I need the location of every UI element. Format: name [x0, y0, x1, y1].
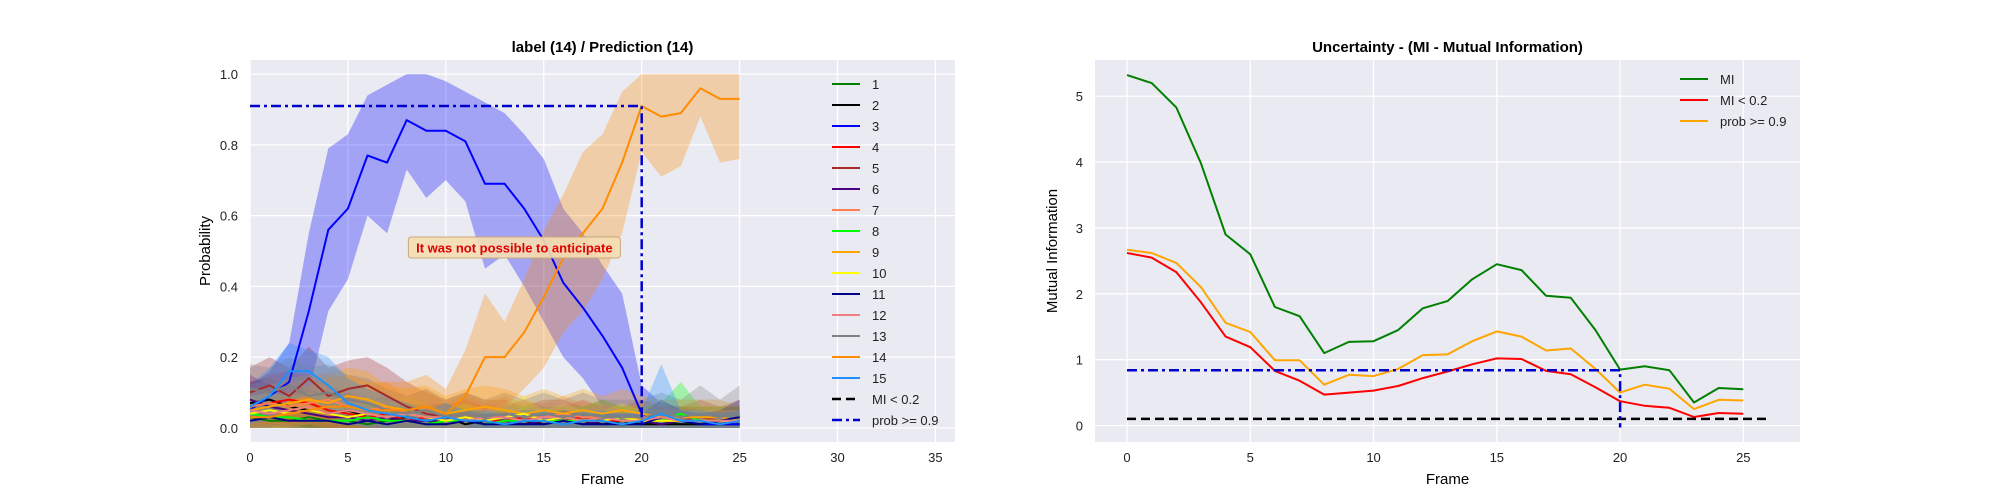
series-line-15	[249, 370, 740, 426]
x-tick-labels: 0 5 10 15 20 25	[1123, 450, 1750, 465]
legend-label: 3	[872, 119, 879, 134]
legend: MI MI < 0.2 prob >= 0.9	[1680, 72, 1787, 129]
legend-label: MI < 0.2	[872, 392, 919, 407]
y-tick-label: 0.0	[220, 421, 238, 436]
y-tick-label: 1	[1076, 353, 1083, 368]
y-tick-label: 3	[1076, 221, 1083, 236]
legend-label: 14	[872, 350, 886, 365]
series-band-14	[250, 74, 740, 428]
chart-title: Uncertainty - (MI - Mutual Information)	[1312, 39, 1583, 56]
legend-label: prob >= 0.9	[1720, 114, 1787, 129]
x-tick-labels: 0 5 10 15 20 25 30 35	[246, 450, 942, 465]
y-tick-label: 0.6	[220, 209, 238, 224]
legend-label: 4	[872, 140, 879, 155]
series-band-9	[250, 367, 740, 428]
grid-lines	[1095, 60, 1800, 442]
x-tick-label: 15	[537, 450, 551, 465]
x-tick-label: 0	[1123, 450, 1130, 465]
legend-label: MI	[1720, 72, 1734, 87]
legend-label: 15	[872, 371, 886, 386]
series-line-14	[250, 87, 740, 419]
y-tick-label: 2	[1076, 287, 1083, 302]
series-line-10	[249, 409, 740, 422]
legend-label: 10	[872, 266, 886, 281]
series-line-MI < 0.2	[1126, 252, 1744, 418]
legend-label: 1	[872, 77, 879, 92]
x-axis-label: Frame	[1426, 471, 1469, 488]
series-line-MI	[1126, 74, 1744, 404]
y-tick-label: 5	[1076, 89, 1083, 104]
x-tick-label: 5	[1247, 450, 1254, 465]
x-tick-label: 25	[1736, 450, 1750, 465]
y-tick-label: 0.2	[220, 350, 238, 365]
reference-line-1	[1127, 368, 1622, 428]
annotation-background	[407, 236, 621, 259]
y-tick-label: 0.8	[220, 138, 238, 153]
legend-label: 6	[872, 182, 879, 197]
x-tick-label: 15	[1490, 450, 1504, 465]
annotation-text: It was not possible to anticipate	[416, 240, 612, 255]
legend-label: 8	[872, 224, 879, 239]
y-tick-label: 0.4	[220, 279, 238, 294]
x-tick-label: 25	[732, 450, 746, 465]
y-axis-label: Mutual Information	[1044, 189, 1061, 313]
x-tick-label: 20	[634, 450, 648, 465]
series-band-5	[250, 346, 740, 428]
y-tick-label: 1.0	[220, 67, 238, 82]
x-tick-label: 20	[1613, 450, 1627, 465]
y-tick-labels: 0.0 0.2 0.4 0.6 0.8 1.0	[220, 67, 238, 436]
y-tick-label: 0	[1076, 419, 1083, 434]
x-tick-label: 30	[830, 450, 844, 465]
x-tick-label: 0	[246, 450, 253, 465]
legend-label: 13	[872, 329, 886, 344]
reference-lines	[1127, 368, 1768, 428]
y-axis-label: Probability	[197, 215, 214, 286]
series-line-12	[249, 405, 740, 422]
annotation-box: It was not possible to anticipate	[407, 236, 621, 259]
legend-label: 2	[872, 98, 879, 113]
x-tick-label: 5	[344, 450, 351, 465]
legend-label: 11	[872, 287, 886, 302]
plot-area-background	[1095, 60, 1800, 442]
x-tick-label: 10	[439, 450, 453, 465]
reference-lines	[250, 104, 643, 428]
uncertainty-chart: 0 5 10 15 20 25 0 1 2 3 4 5 Uncertainty - (MI - Mu…	[1044, 39, 1800, 488]
x-tick-label: 10	[1366, 450, 1380, 465]
series-lines	[249, 87, 740, 426]
x-axis-label: Frame	[581, 471, 624, 488]
chart-title: label (14) / Prediction (14)	[512, 39, 694, 56]
series-band-15	[250, 343, 740, 428]
legend-label: 7	[872, 203, 879, 218]
reference-line-prob-0-9	[250, 104, 643, 428]
legend-label: MI < 0.2	[1720, 93, 1767, 108]
series-line-9	[249, 395, 740, 422]
y-tick-labels: 0 1 2 3 4 5	[1076, 89, 1083, 433]
legend-label: 5	[872, 161, 879, 176]
y-tick-label: 4	[1076, 155, 1083, 170]
series-line-prob >= 0.9	[1126, 248, 1744, 411]
legend-label: prob >= 0.9	[872, 413, 939, 428]
legend-label: 12	[872, 308, 886, 323]
prediction-chart: 0 5 10 15 20 25 30 35 0.00.20.40.60.81.0 label …	[197, 39, 955, 488]
series-lines	[1126, 74, 1744, 418]
x-tick-label: 35	[928, 450, 942, 465]
legend-label: 9	[872, 245, 879, 260]
